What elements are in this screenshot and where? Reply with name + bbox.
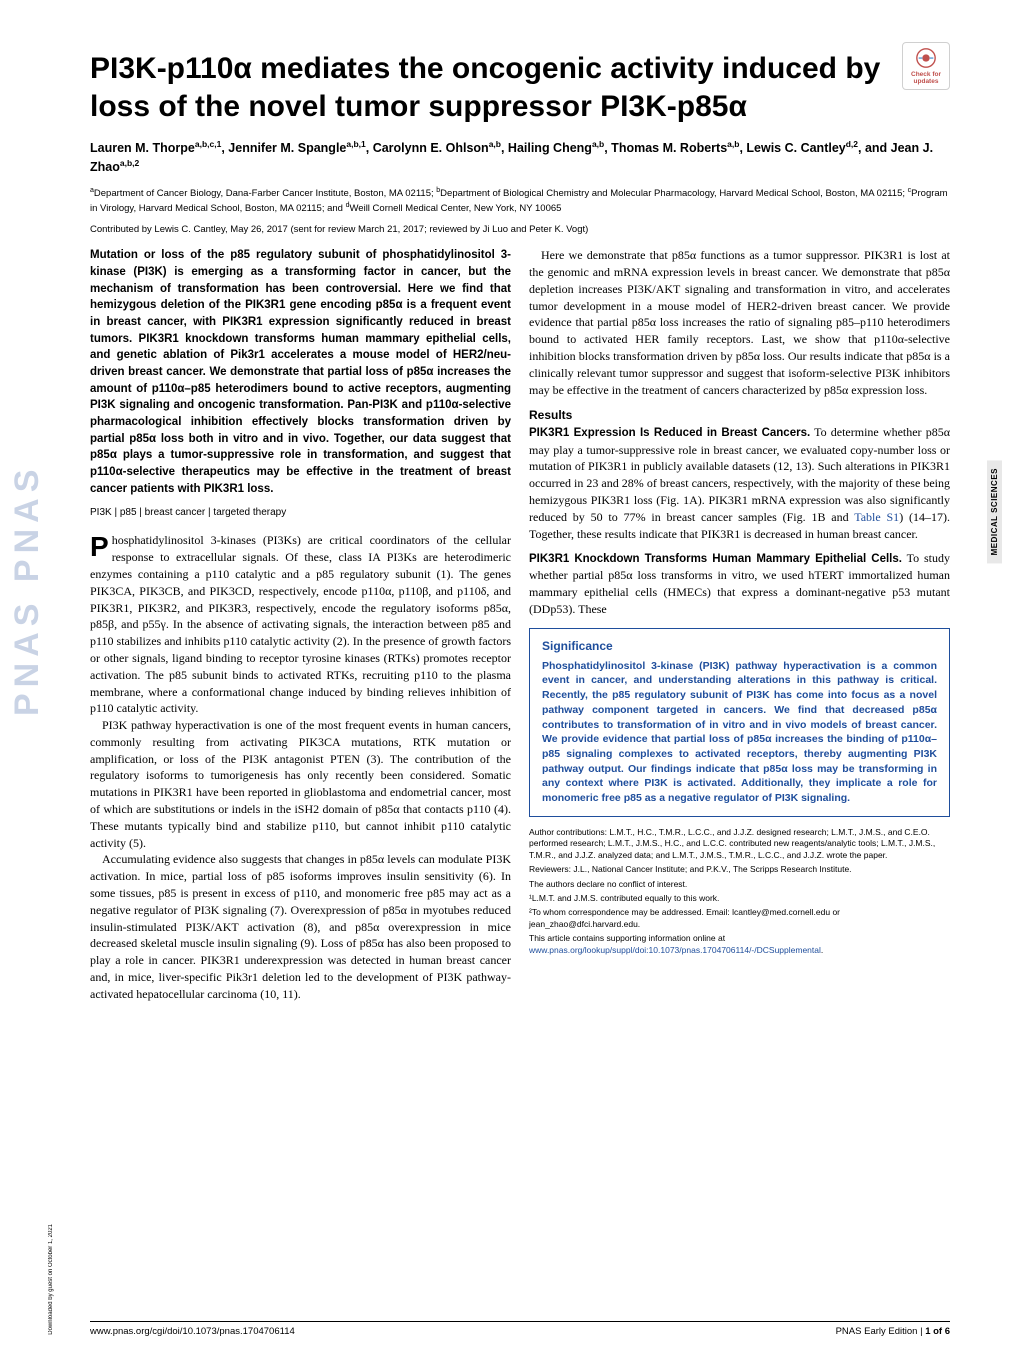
- right-intro-text: Here we demonstrate that p85α functions …: [529, 247, 950, 398]
- article-title: PI3K-p110α mediates the oncogenic activi…: [90, 50, 950, 125]
- footnotes: Author contributions: L.M.T., H.C., T.M.…: [529, 827, 950, 957]
- two-column-body: Mutation or loss of the p85 regulatory s…: [90, 247, 950, 1002]
- page-number: PNAS Early Edition | 1 of 6: [836, 1326, 950, 1337]
- affiliations: aDepartment of Cancer Biology, Dana-Farb…: [90, 186, 950, 216]
- significance-box: Significance Phosphatidylinositol 3-kina…: [529, 628, 950, 817]
- keywords: PI3K | p85 | breast cancer | targeted th…: [90, 507, 511, 518]
- author-list: Lauren M. Thorpea,b,c,1, Jennifer M. Spa…: [90, 139, 950, 176]
- significance-heading: Significance: [542, 639, 937, 653]
- author-contributions: Author contributions: L.M.T., H.C., T.M.…: [529, 827, 950, 861]
- supplemental-link[interactable]: www.pnas.org/lookup/suppl/doi:10.1073/pn…: [529, 945, 821, 955]
- reviewers: Reviewers: J.L., National Cancer Institu…: [529, 864, 950, 875]
- intro-p2: PI3K pathway hyperactivation is one of t…: [90, 717, 511, 851]
- right-column: Here we demonstrate that p85α functions …: [529, 247, 950, 1002]
- supplemental-note: This article contains supporting informa…: [529, 933, 950, 956]
- intro-paragraphs: Phosphatidylinositol 3-kinases (PI3Ks) a…: [90, 532, 511, 1002]
- subhead-1: PIK3R1 Expression Is Reduced in Breast C…: [529, 427, 810, 439]
- equal-contribution: ¹L.M.T. and J.M.S. contributed equally t…: [529, 893, 950, 904]
- subhead-2: PIK3R1 Knockdown Transforms Human Mammar…: [529, 553, 902, 565]
- abstract: Mutation or loss of the p85 regulatory s…: [90, 247, 511, 497]
- section-label: MEDICAL SCIENCES: [987, 460, 1002, 563]
- check-updates-badge[interactable]: Check for updates: [902, 42, 950, 90]
- conflict: The authors declare no conflict of inter…: [529, 879, 950, 890]
- doi-link[interactable]: www.pnas.org/cgi/doi/10.1073/pnas.170470…: [90, 1326, 295, 1337]
- significance-text: Phosphatidylinositol 3-kinase (PI3K) pat…: [542, 659, 937, 806]
- intro-p3: Accumulating evidence also suggests that…: [90, 851, 511, 1002]
- page-footer: www.pnas.org/cgi/doi/10.1073/pnas.170470…: [90, 1321, 950, 1337]
- results-body: PIK3R1 Expression Is Reduced in Breast C…: [529, 424, 950, 617]
- results-heading: Results: [529, 408, 950, 422]
- contributed-line: Contributed by Lewis C. Cantley, May 26,…: [90, 224, 950, 235]
- check-updates-icon: [915, 47, 937, 69]
- right-intro: Here we demonstrate that p85α functions …: [529, 247, 950, 398]
- download-note: Downloaded by guest on October 1, 2021: [48, 1224, 54, 1335]
- pnas-watermark: PNAS PNAS: [8, 140, 48, 1040]
- check-updates-label: Check for updates: [903, 71, 949, 85]
- left-column: Mutation or loss of the p85 regulatory s…: [90, 247, 511, 1002]
- table-s1-link[interactable]: Table S1: [854, 510, 899, 524]
- intro-p1: hosphatidylinositol 3-kinases (PI3Ks) ar…: [90, 533, 511, 715]
- dropcap: P: [90, 532, 112, 559]
- correspondence: ²To whom correspondence may be addressed…: [529, 907, 950, 930]
